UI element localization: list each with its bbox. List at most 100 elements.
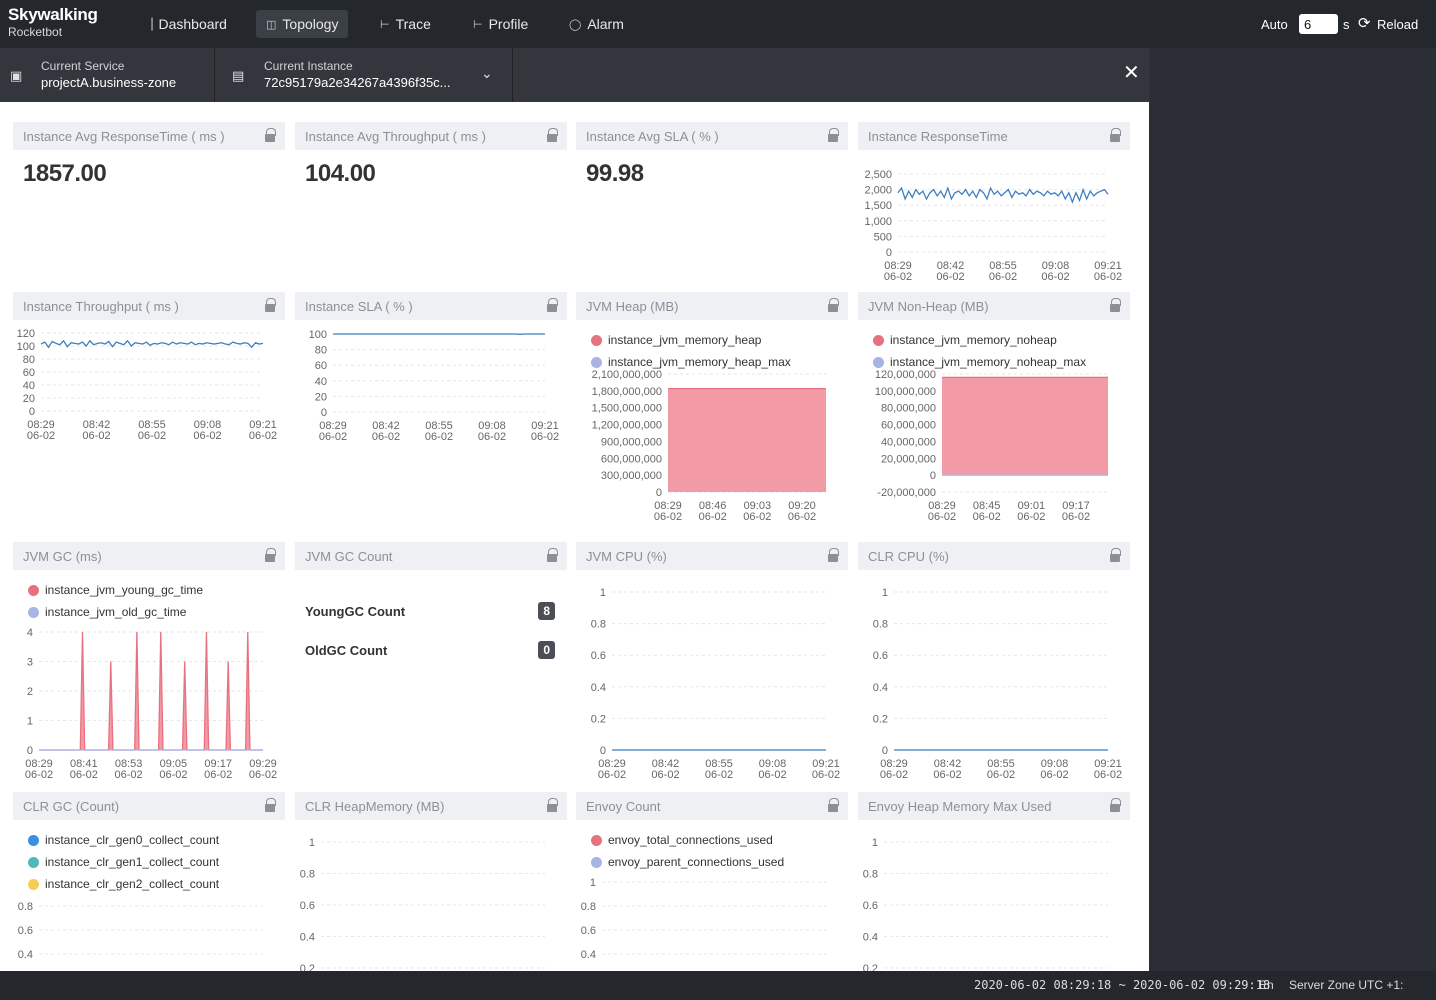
dashboard-card: JVM CPU (%) 1 0.8 0.6 0.4 0.2 0 08:29 06-02 08:42… — [576, 542, 848, 782]
lock-icon[interactable] — [828, 548, 839, 563]
close-icon[interactable]: ✕ — [1123, 62, 1140, 84]
y-tick-label: 2,500 — [864, 169, 892, 181]
x-tick-label: 06-02 — [928, 511, 956, 523]
chart-svg: 0.8 0.6 0.4 — [18, 901, 263, 961]
y-tick-label: 100 — [17, 341, 35, 353]
card-title: CLR HeapMemory (MB) — [305, 798, 445, 814]
x-tick-label: 06-02 — [27, 430, 55, 442]
lock-icon[interactable] — [547, 798, 558, 813]
y-tick-label: -20,000,000 — [877, 487, 936, 499]
y-tick-label: 60 — [315, 360, 327, 372]
series-line — [897, 186, 1109, 204]
legend-item: envoy_total_connections_used — [591, 833, 773, 847]
legend-item: instance_jvm_young_gc_time — [28, 583, 203, 597]
reload-button[interactable]: Reload — [1377, 17, 1419, 32]
chart-svg: 10.80.60.40.2008:2906-0208:4206-0208:550… — [873, 587, 1122, 781]
legend-label: instance_clr_gen1_collect_count — [45, 855, 220, 869]
legend-label: instance_jvm_memory_noheap — [890, 333, 1057, 347]
y-tick-label: 1,800,000,000 — [592, 386, 662, 398]
x-tick-label: 09:21 — [812, 758, 840, 770]
y-tick-label: 120 — [17, 328, 35, 340]
nav-profile[interactable]: ⊢ Profile — [463, 10, 538, 38]
y-tick-label: 80,000,000 — [881, 403, 936, 415]
x-tick-label: 08:45 — [973, 500, 1001, 512]
legend-dot — [28, 606, 39, 618]
x-tick-label: 06-02 — [880, 769, 908, 781]
y-tick-label: 300,000,000 — [601, 470, 662, 482]
card-header: Envoy Count — [576, 792, 848, 820]
x-tick-label: 08:42 — [372, 420, 400, 432]
x-tick-label: 06-02 — [204, 769, 232, 781]
y-tick-label: 900,000,000 — [601, 436, 662, 448]
legend-item: instance_jvm_old_gc_time — [28, 605, 186, 619]
card-title: JVM CPU (%) — [586, 548, 667, 564]
card-header: CLR GC (Count) — [13, 792, 285, 820]
x-tick-label: 09:21 — [1094, 260, 1122, 272]
legend-item: instance_jvm_memory_heap_max — [591, 355, 791, 369]
x-tick-label: 06-02 — [812, 769, 840, 781]
chevron-down-icon[interactable]: ⌄ — [481, 65, 493, 81]
nav-alarm-label: Alarm — [587, 16, 624, 32]
lock-icon[interactable] — [547, 298, 558, 313]
lock-icon[interactable] — [828, 798, 839, 813]
lock-icon[interactable] — [828, 298, 839, 313]
series-line — [40, 339, 264, 349]
instance-icon: ▤ — [232, 68, 245, 83]
refresh-interval-input[interactable] — [1299, 14, 1338, 34]
lock-icon[interactable] — [265, 548, 276, 563]
server-zone[interactable]: Server Zone UTC +1: — [1289, 978, 1404, 992]
nav-alarm[interactable]: ◯ Alarm — [559, 10, 634, 38]
logo[interactable]: Skywalking Rocketbot — [8, 6, 98, 38]
instance-selector[interactable]: ▤ Current Instance 72c95179a2e34267a4396… — [215, 48, 513, 102]
dashboard-card: JVM Heap (MB) instance_jvm_memory_heap ins… — [576, 292, 848, 532]
y-tick-label: 0.2 — [300, 963, 315, 971]
lock-icon[interactable] — [1110, 548, 1121, 563]
service-selector[interactable]: ▣ Current Service projectA.business-zone — [0, 48, 215, 102]
y-tick-label: 60,000,000 — [881, 420, 936, 432]
lock-icon[interactable] — [547, 548, 558, 563]
card-header: Instance Throughput ( ms ) — [13, 292, 285, 320]
legend-label: envoy_total_connections_used — [608, 833, 773, 847]
time-range[interactable]: 2020-06-02 08:29:18 ~ 2020-06-02 09:29:1… — [974, 978, 1271, 992]
y-tick-label: 0 — [27, 745, 33, 757]
dashboard-card: JVM Non-Heap (MB) instance_jvm_memory_noh… — [858, 292, 1130, 532]
nav-trace[interactable]: ⊢ Trace — [370, 10, 441, 38]
y-tick-label: 80 — [23, 354, 35, 366]
dashboard-grid: Instance Avg ResponseTime ( ms ) 1857.00 I… — [0, 102, 1149, 971]
nav-dashboard[interactable]: ▕ Dashboard — [134, 10, 237, 38]
card-header: Instance SLA ( % ) — [295, 292, 567, 320]
language-toggle[interactable]: En — [1259, 978, 1274, 992]
lock-icon[interactable] — [828, 128, 839, 143]
x-tick-label: 08:29 — [25, 758, 53, 770]
lock-icon[interactable] — [265, 128, 276, 143]
card-title: Instance Throughput ( ms ) — [23, 298, 179, 314]
lock-icon[interactable] — [265, 298, 276, 313]
x-tick-label: 06-02 — [1040, 769, 1068, 781]
y-tick-label: 0 — [930, 470, 936, 482]
footer: 2020-06-02 08:29:18 ~ 2020-06-02 09:29:1… — [0, 971, 1436, 1000]
nav-topology[interactable]: ◫ Topology — [256, 10, 349, 38]
dashboard-card: Instance SLA ( % ) 100 80 60 40 20 0 08:29 06-02… — [295, 292, 567, 532]
chart-svg: 12010080604020008:2906-0208:4206-0208:55… — [17, 328, 277, 442]
legend-label: instance_jvm_memory_heap_max — [608, 355, 791, 369]
lock-icon[interactable] — [265, 798, 276, 813]
x-tick-label: 09:08 — [194, 419, 222, 431]
lock-icon[interactable] — [1110, 798, 1121, 813]
lock-icon[interactable] — [1110, 298, 1121, 313]
x-tick-label: 09:05 — [160, 758, 188, 770]
dashboard-card: CLR GC (Count) instance_clr_gen0_collect_… — [13, 792, 285, 971]
lock-icon[interactable] — [1110, 128, 1121, 143]
y-tick-label: 0.8 — [581, 901, 596, 913]
legend-label: instance_jvm_old_gc_time — [45, 605, 187, 619]
chart-svg: 10.80.60.40.2008:2906-0208:4206-0208:550… — [591, 587, 840, 781]
reload-icon[interactable]: ⟳ — [1358, 15, 1371, 32]
top-navigation: Skywalking Rocketbot ▕ Dashboard ◫ Topolog… — [0, 0, 1436, 48]
y-tick-label: 0 — [600, 745, 606, 757]
y-tick-label: 20 — [23, 393, 35, 405]
x-tick-label: 06-02 — [989, 271, 1017, 283]
x-tick-label: 06-02 — [425, 431, 453, 443]
x-tick-label: 06-02 — [651, 769, 679, 781]
y-tick-label: 0.8 — [591, 619, 606, 631]
lock-icon[interactable] — [547, 128, 558, 143]
x-tick-label: 06-02 — [788, 511, 816, 523]
